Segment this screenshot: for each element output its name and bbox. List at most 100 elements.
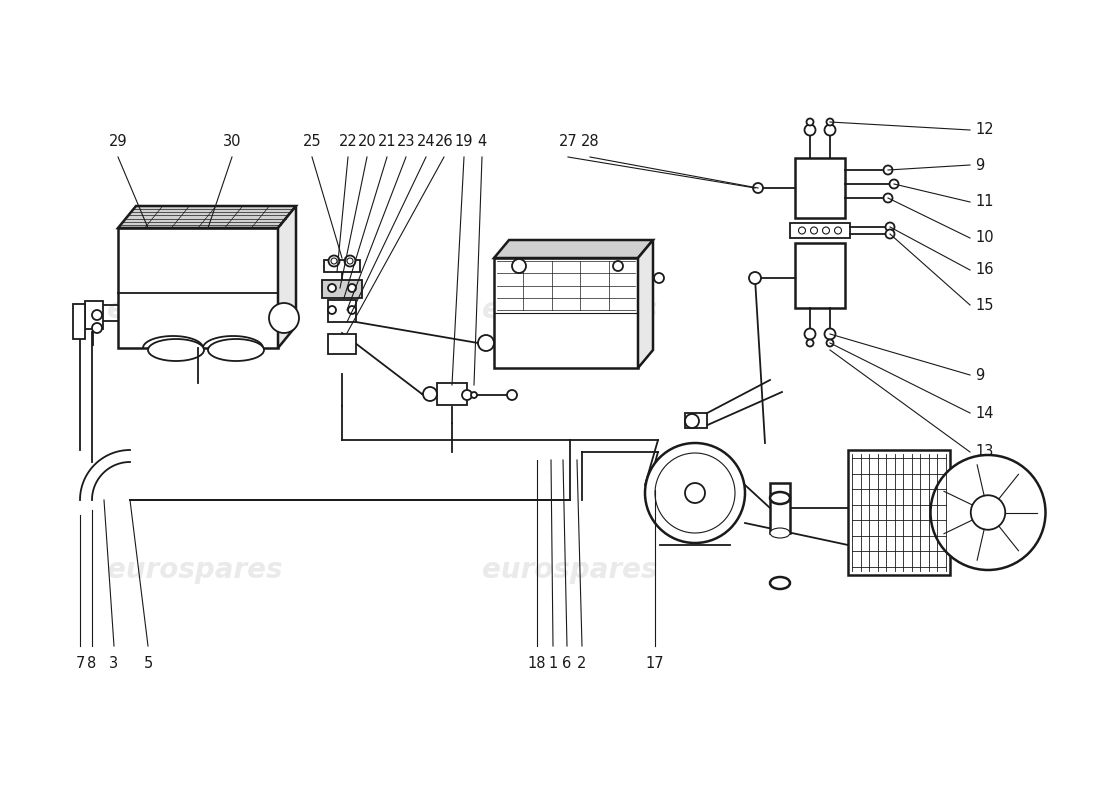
Circle shape bbox=[478, 335, 494, 351]
Circle shape bbox=[92, 323, 102, 333]
Circle shape bbox=[645, 443, 745, 543]
Text: 28: 28 bbox=[581, 134, 600, 149]
Text: 27: 27 bbox=[559, 134, 578, 149]
Polygon shape bbox=[638, 240, 653, 368]
Bar bbox=[795, 243, 845, 308]
Circle shape bbox=[835, 227, 842, 234]
Polygon shape bbox=[494, 240, 653, 258]
Text: 16: 16 bbox=[975, 262, 993, 278]
Text: 2: 2 bbox=[578, 656, 586, 671]
Text: 5: 5 bbox=[143, 656, 153, 671]
Circle shape bbox=[804, 125, 815, 135]
Circle shape bbox=[654, 273, 664, 283]
Ellipse shape bbox=[770, 528, 790, 538]
Bar bbox=[322, 280, 362, 298]
Circle shape bbox=[348, 284, 356, 292]
Circle shape bbox=[685, 414, 698, 428]
Bar bbox=[685, 413, 707, 428]
Ellipse shape bbox=[770, 577, 790, 589]
Text: 20: 20 bbox=[358, 134, 376, 149]
Text: 6: 6 bbox=[562, 656, 572, 671]
Circle shape bbox=[328, 306, 336, 314]
Ellipse shape bbox=[148, 339, 204, 361]
Bar bbox=[85, 301, 103, 329]
Text: 7: 7 bbox=[75, 656, 85, 671]
Bar bbox=[328, 334, 356, 354]
Text: eurospares: eurospares bbox=[108, 296, 283, 324]
Text: 19: 19 bbox=[454, 134, 473, 149]
Bar bbox=[795, 158, 845, 218]
Text: 21: 21 bbox=[377, 134, 396, 149]
Bar bbox=[437, 383, 468, 405]
Text: 12: 12 bbox=[975, 122, 993, 138]
Text: eurospares: eurospares bbox=[108, 556, 283, 584]
Bar bbox=[328, 300, 356, 322]
Text: 1: 1 bbox=[549, 656, 558, 671]
Text: eurospares: eurospares bbox=[482, 556, 658, 584]
Circle shape bbox=[331, 258, 337, 264]
Text: 13: 13 bbox=[975, 445, 993, 459]
Text: 9: 9 bbox=[975, 158, 984, 173]
Circle shape bbox=[512, 259, 526, 273]
Circle shape bbox=[825, 329, 836, 339]
Circle shape bbox=[825, 125, 836, 135]
Circle shape bbox=[811, 227, 817, 234]
Text: 4: 4 bbox=[477, 134, 486, 149]
Text: 26: 26 bbox=[434, 134, 453, 149]
Circle shape bbox=[613, 261, 623, 271]
Circle shape bbox=[749, 272, 761, 284]
Text: 29: 29 bbox=[109, 134, 128, 149]
Bar bbox=[770, 483, 790, 533]
Text: 9: 9 bbox=[975, 367, 984, 382]
Circle shape bbox=[799, 227, 805, 234]
Circle shape bbox=[754, 183, 763, 193]
Circle shape bbox=[970, 495, 1005, 530]
Circle shape bbox=[823, 227, 829, 234]
Circle shape bbox=[346, 258, 353, 264]
Bar bbox=[324, 260, 360, 272]
Text: 8: 8 bbox=[87, 656, 97, 671]
Text: 23: 23 bbox=[397, 134, 416, 149]
Circle shape bbox=[92, 310, 102, 320]
Circle shape bbox=[931, 455, 1045, 570]
Circle shape bbox=[348, 306, 356, 314]
Circle shape bbox=[890, 179, 899, 189]
Circle shape bbox=[507, 390, 517, 400]
Circle shape bbox=[344, 255, 355, 266]
Bar bbox=[494, 258, 638, 368]
Bar bbox=[118, 228, 278, 348]
Text: 25: 25 bbox=[302, 134, 321, 149]
Text: 30: 30 bbox=[222, 134, 241, 149]
Polygon shape bbox=[118, 206, 296, 228]
Circle shape bbox=[328, 284, 336, 292]
Text: eurospares: eurospares bbox=[482, 296, 658, 324]
Circle shape bbox=[806, 118, 814, 126]
Circle shape bbox=[462, 390, 472, 400]
Circle shape bbox=[471, 392, 477, 398]
Text: 15: 15 bbox=[975, 298, 993, 313]
Circle shape bbox=[685, 483, 705, 503]
Circle shape bbox=[883, 166, 892, 174]
Circle shape bbox=[329, 255, 340, 266]
Circle shape bbox=[804, 329, 815, 339]
Bar bbox=[790, 223, 850, 238]
Circle shape bbox=[826, 118, 834, 126]
Circle shape bbox=[424, 387, 437, 401]
Circle shape bbox=[883, 194, 892, 202]
Text: 3: 3 bbox=[109, 656, 119, 671]
Circle shape bbox=[270, 303, 299, 333]
Text: 11: 11 bbox=[975, 194, 993, 210]
Bar bbox=[73, 304, 85, 339]
Text: 22: 22 bbox=[339, 134, 358, 149]
Bar bbox=[848, 450, 950, 575]
Text: 18: 18 bbox=[528, 656, 547, 671]
Text: 17: 17 bbox=[646, 656, 664, 671]
Ellipse shape bbox=[770, 492, 790, 504]
Text: 24: 24 bbox=[417, 134, 436, 149]
Text: 10: 10 bbox=[975, 230, 993, 246]
Ellipse shape bbox=[208, 339, 264, 361]
Circle shape bbox=[886, 222, 894, 231]
Text: 14: 14 bbox=[975, 406, 993, 421]
Circle shape bbox=[886, 230, 894, 238]
Polygon shape bbox=[278, 206, 296, 348]
